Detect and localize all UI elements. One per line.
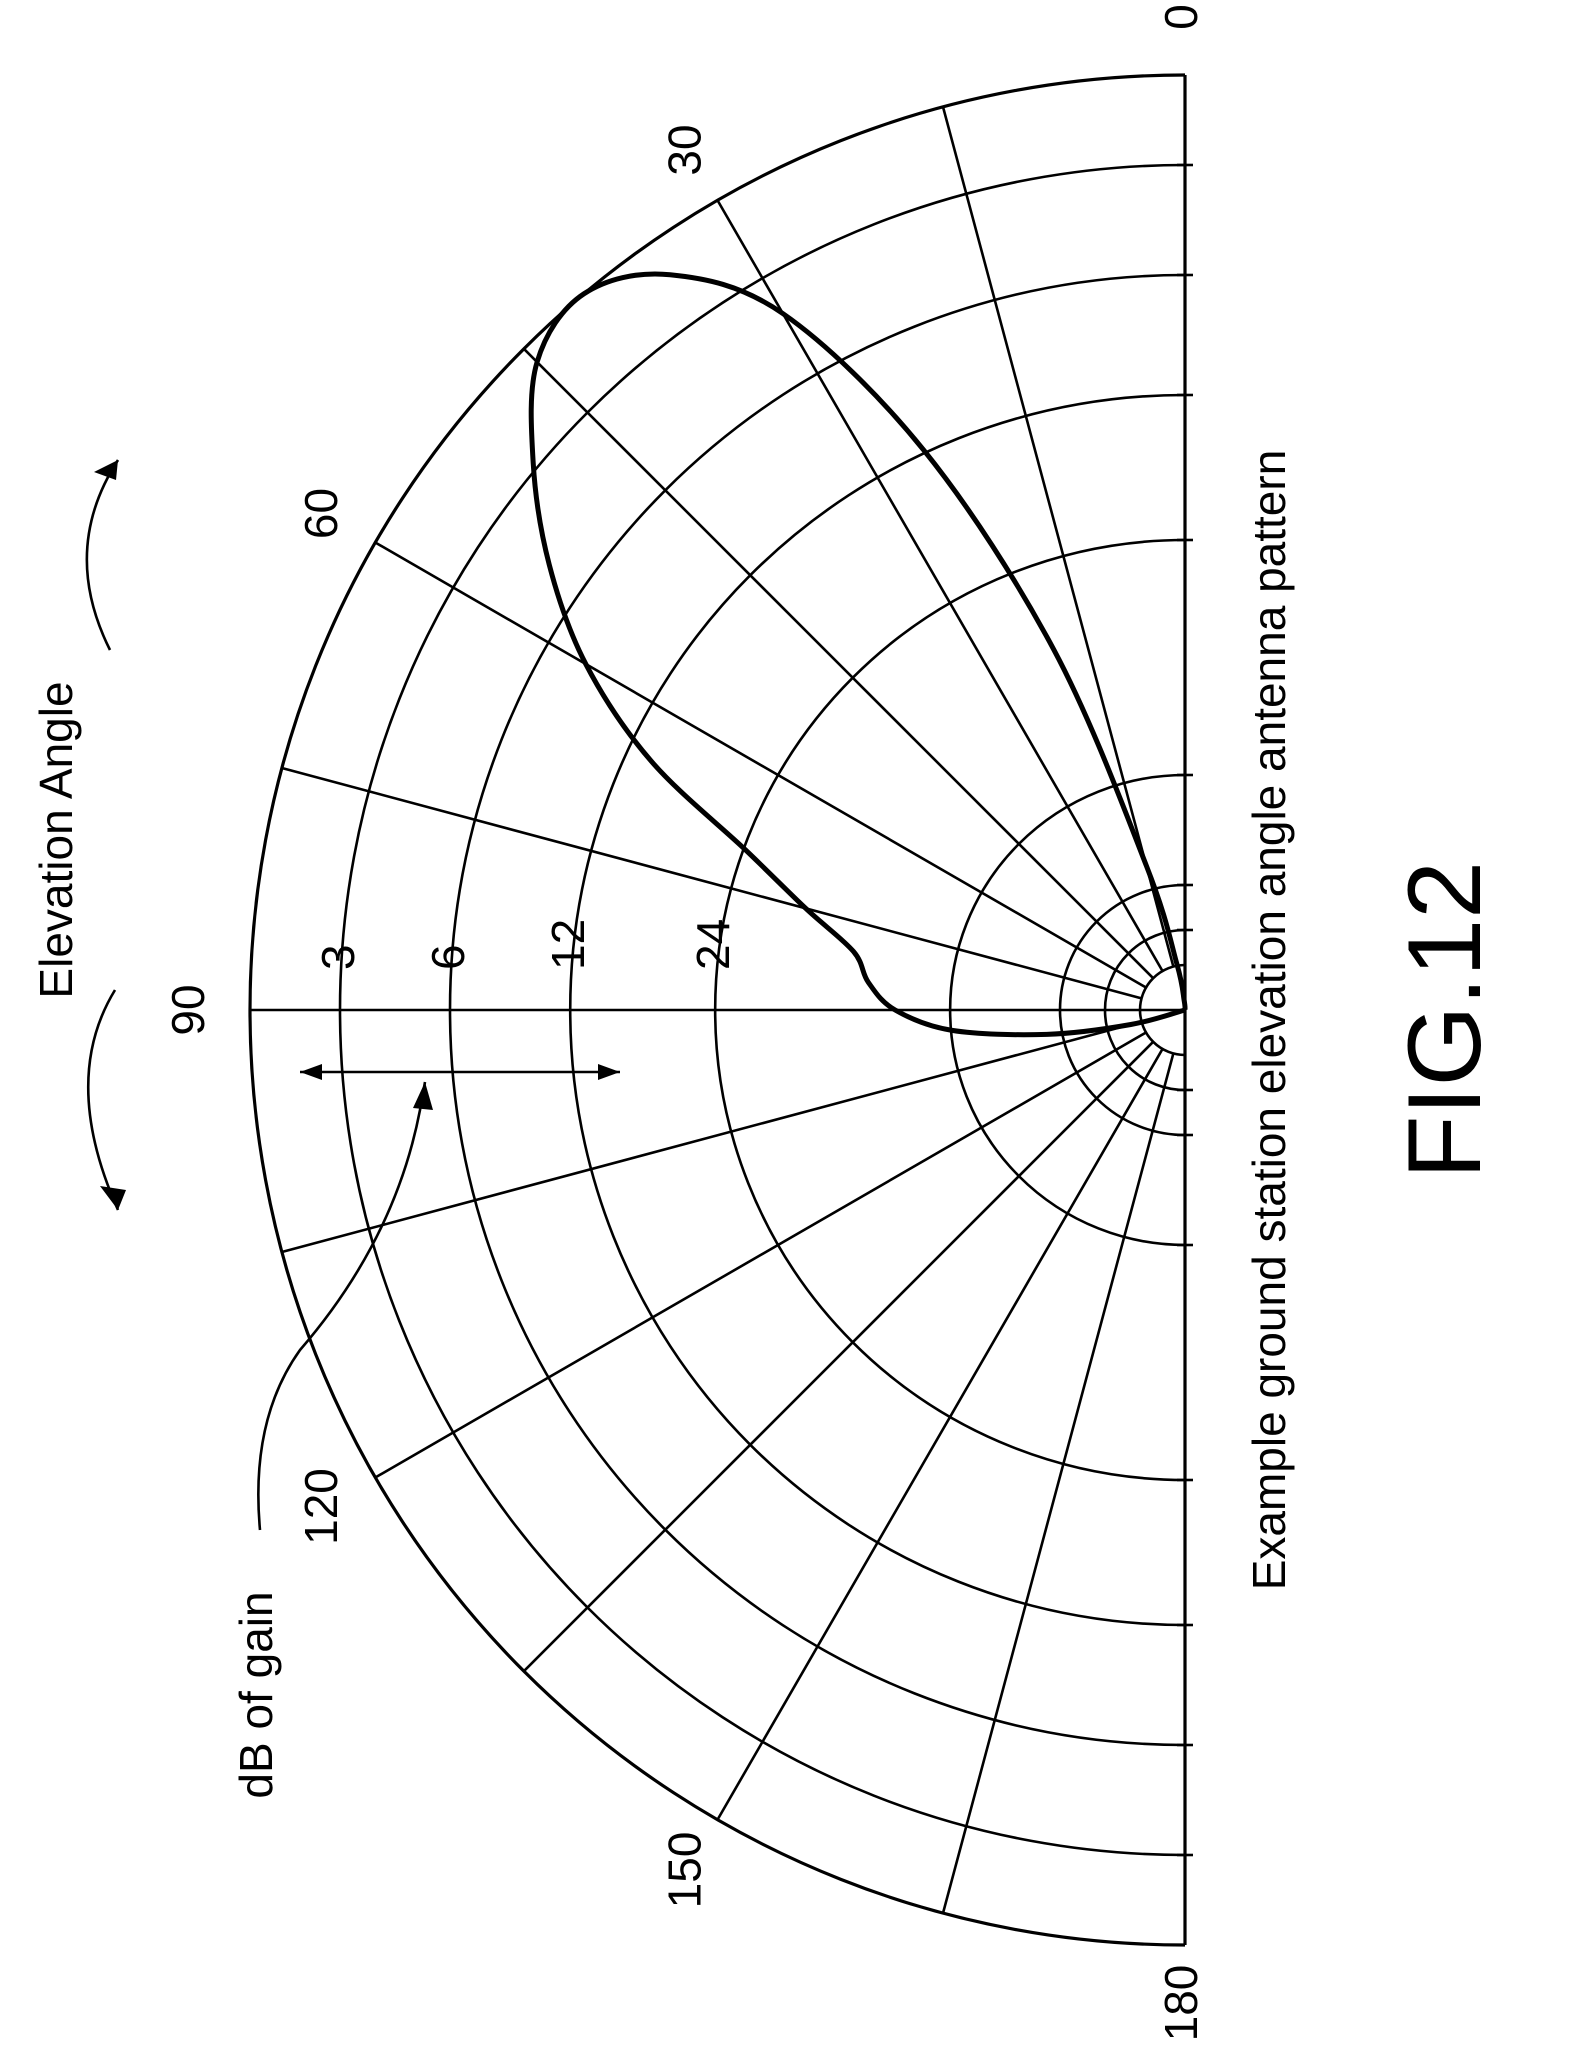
elevation-arrow-upper <box>87 460 118 650</box>
gain-tick-label: 12 <box>542 919 594 970</box>
figure-number-label: FIG.12 <box>1387 861 1503 1179</box>
antenna-pattern-curve <box>531 274 1185 1035</box>
gain-tick-label: 3 <box>312 944 364 970</box>
angle-tick-label: 30 <box>659 124 711 175</box>
gain-tick-label: 6 <box>422 944 474 970</box>
elevation-arrow-lower <box>88 990 118 1210</box>
db-of-gain-annotation: dB of gain <box>230 1082 433 1799</box>
elevation-arrow-lower-head <box>100 1186 126 1210</box>
angle-tick-label: 120 <box>295 1468 347 1545</box>
angular-gridline-spokes <box>250 107 1193 1913</box>
angle-spoke <box>282 1022 1142 1252</box>
gain-tick-label: 24 <box>687 919 739 970</box>
elevation-angle-annotation: Elevation Angle <box>30 460 126 1210</box>
elevation-arrow-upper-head <box>94 460 118 480</box>
elevation-angle-label: Elevation Angle <box>30 681 82 998</box>
angle-spoke <box>943 1053 1173 1913</box>
angle-tick-labels: 0 30 60 90 120 150 180 <box>162 4 1207 2041</box>
angle-tick-label: 60 <box>295 488 347 539</box>
db-of-gain-label: dB of gain <box>230 1591 282 1798</box>
angle-tick-label: 180 <box>1155 1965 1207 2042</box>
polar-plot <box>250 75 1193 1945</box>
figure-caption: Example ground station elevation angle a… <box>1243 450 1295 1591</box>
angle-spoke <box>524 1042 1153 1671</box>
gain-tick-labels: 3 6 12 24 <box>312 919 739 970</box>
angle-tick-label: 150 <box>659 1832 711 1909</box>
angle-tick-label: 90 <box>162 984 214 1035</box>
angle-spoke <box>943 107 1173 967</box>
angle-tick-label: 0 <box>1155 4 1207 30</box>
